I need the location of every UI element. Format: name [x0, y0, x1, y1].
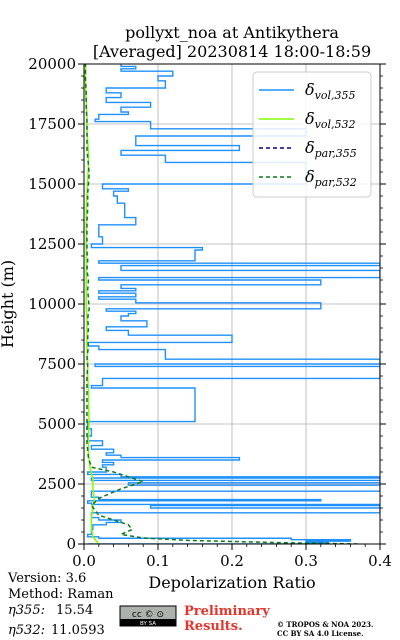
license-line1: © TROPOS & NOA 2023.	[277, 620, 373, 629]
info-block: Version: 3.6 Method: Raman η355: 15.54 η…	[7, 571, 114, 638]
x-tick-label: 0.0	[72, 552, 96, 570]
series-line-vol355	[87, 64, 380, 544]
y-tick-label: 2500	[38, 475, 76, 493]
eta355-label: η355:	[8, 603, 45, 618]
x-tick-label: 0.3	[294, 552, 318, 570]
eta532-label: η532:	[8, 623, 45, 638]
chart-title-line1: pollyxt_noa at Antikythera	[125, 23, 339, 42]
y-tick-label: 12500	[28, 235, 76, 253]
x-axis-label: Depolarization Ratio	[148, 573, 315, 592]
preliminary-line1: Preliminary	[184, 604, 270, 619]
y-tick-label: 20000	[28, 55, 76, 73]
chart-title-line2: [Averaged] 20230814 18:00-18:59	[93, 42, 371, 61]
y-tick-label: 15000	[28, 175, 76, 193]
cc-badge-bottom-text: BY SA	[140, 621, 156, 627]
x-tick-label: 0.4	[368, 552, 392, 570]
y-axis-label: Height (m)	[0, 260, 17, 348]
legend-label: δvol,532	[305, 109, 356, 131]
x-tick-label: 0.1	[146, 552, 170, 570]
legend-label: δvol,355	[305, 80, 356, 102]
version-text: Version: 3.6	[7, 571, 86, 586]
legend-label: δpar,532	[305, 167, 357, 189]
axis-ticks	[78, 63, 386, 550]
legend: δvol,355 δvol,532 δpar,355 δpar,532	[252, 71, 372, 198]
eta532-value: 11.0593	[51, 623, 105, 638]
cc-license-badge: cc © ⊙ BY SA	[119, 605, 177, 627]
y-tick-label: 17500	[28, 115, 76, 133]
y-tick-labels: 0 2500 5000 7500 10000 12500 15000 17500 20000	[28, 55, 76, 553]
y-tick-label: 7500	[38, 355, 76, 373]
method-text: Method: Raman	[8, 587, 114, 602]
x-tick-labels: 0.0 0.1 0.2 0.3 0.4	[72, 552, 392, 570]
license-line2: CC BY SA 4.0 License.	[277, 629, 364, 638]
series-layer	[84, 64, 380, 544]
preliminary-line2: Results.	[184, 619, 243, 634]
y-tick-label: 0	[66, 535, 76, 553]
cc-badge-top-text: cc © ⊙	[132, 610, 164, 620]
x-tick-label: 0.2	[220, 552, 244, 570]
legend-box	[252, 71, 372, 198]
legend-label: δpar,355	[305, 138, 357, 160]
y-tick-label: 10000	[28, 295, 76, 313]
y-tick-label: 5000	[38, 415, 76, 433]
eta355-value: 15.54	[56, 603, 93, 618]
